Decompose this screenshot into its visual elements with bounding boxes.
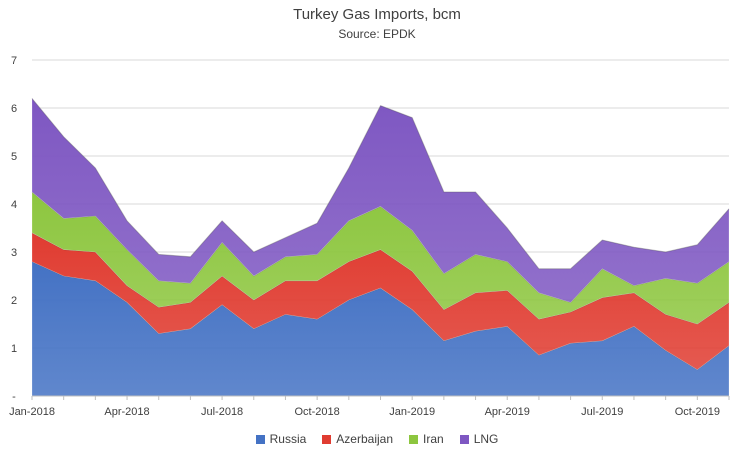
chart-legend: Russia Azerbaijan Iran LNG — [0, 432, 754, 446]
chart-title: Turkey Gas Imports, bcm — [293, 6, 461, 23]
x-tick-label: Jul-2019 — [581, 406, 623, 418]
x-tick-label: Oct-2019 — [675, 406, 720, 418]
legend-item-iran: Iran — [409, 432, 444, 446]
x-tick-label: Apr-2019 — [485, 406, 530, 418]
y-tick-label: 7 — [11, 55, 17, 67]
y-tick-label: 1 — [11, 343, 17, 355]
legend-label: Iran — [423, 432, 444, 446]
chart-subtitle: Source: EPDK — [338, 27, 416, 41]
legend-swatch — [459, 435, 469, 444]
x-axis-ticks: Jan-2018 Apr-2018 Jul-2018 Oct-2018 Jan-2019… — [9, 396, 730, 418]
legend-label: Russia — [269, 432, 307, 446]
y-tick-label: 3 — [11, 247, 17, 259]
y-tick-label: 6 — [11, 103, 17, 115]
y-tick-label: 2 — [11, 295, 17, 307]
legend-item-russia: Russia — [255, 432, 307, 446]
stacked-areas — [31, 97, 730, 397]
legend-item-lng: LNG — [459, 432, 499, 446]
x-tick-label: Jul-2018 — [201, 406, 243, 418]
y-tick-label: 5 — [11, 151, 17, 163]
y-tick-label: - — [12, 391, 16, 403]
area-iran — [31, 191, 730, 325]
legend-swatch — [409, 435, 418, 444]
area-lng — [31, 97, 730, 303]
y-axis-ticks: - 1 2 3 4 5 6 7 — [11, 55, 17, 403]
y-tick-label: 4 — [11, 199, 17, 211]
x-tick-label: Jan-2019 — [389, 406, 435, 418]
legend-label: LNG — [473, 432, 499, 446]
area-azerbaijan — [31, 232, 730, 370]
x-tick-label: Jan-2018 — [9, 406, 55, 418]
area-top-lng — [31, 98, 730, 270]
x-tick-label: Apr-2018 — [104, 406, 149, 418]
legend-swatch — [255, 435, 265, 444]
x-tick-label: Oct-2018 — [295, 406, 340, 418]
legend-swatch — [322, 435, 332, 444]
legend-label: Azerbaijan — [336, 432, 393, 446]
legend-item-azerbaijan: Azerbaijan — [322, 432, 393, 446]
